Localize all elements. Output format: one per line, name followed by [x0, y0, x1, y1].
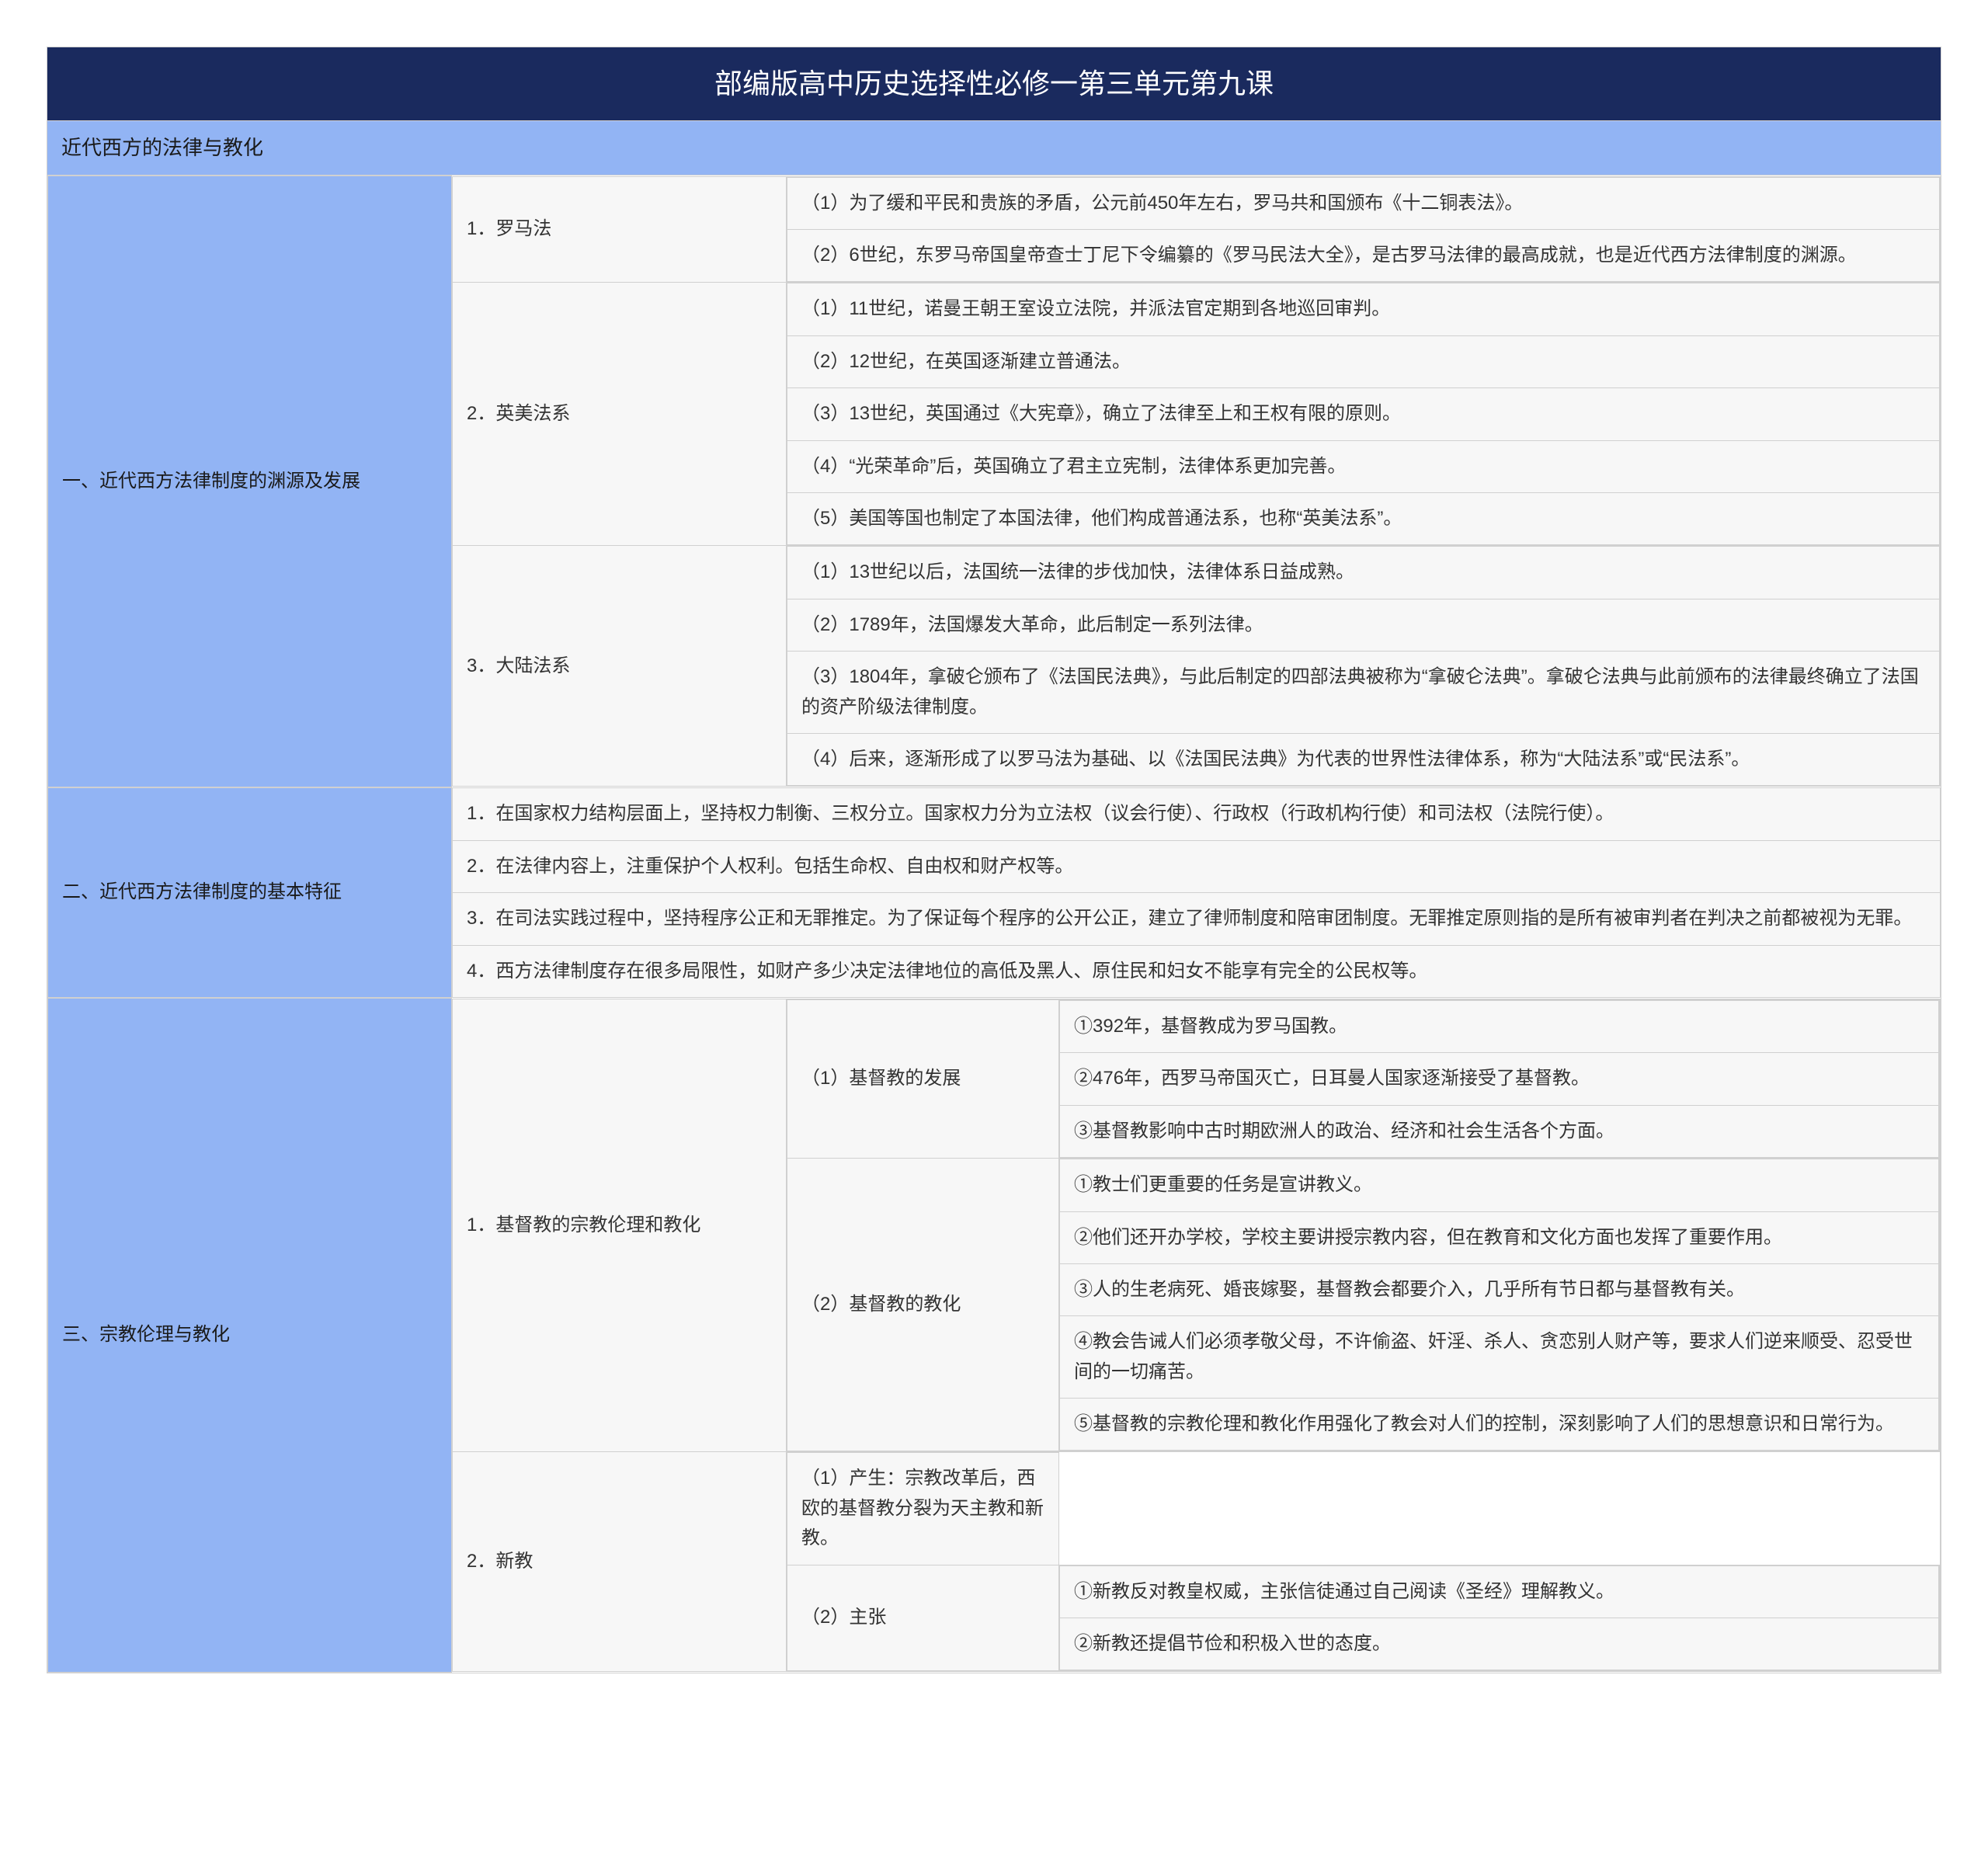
section-1-body: 1．罗马法 （1）为了缓和平民和贵族的矛盾，公元前450年左右，罗马共和国颁布《…: [452, 176, 1941, 787]
section-2: 二、近代西方法律制度的基本特征 1．在国家权力结构层面上，坚持权力制衡、三权分立…: [47, 787, 1941, 999]
leaf: （3）13世纪，英国通过《大宪章》，确立了法律至上和王权有限的原则。: [787, 388, 1940, 440]
leaf: （2）6世纪，东罗马帝国皇帝查士丁尼下令编纂的《罗马民法大全》，是古罗马法律的最…: [787, 230, 1940, 282]
s3-g2-label: 2．新教: [453, 1452, 787, 1672]
leaf: （1）为了缓和平民和贵族的矛盾，公元前450年左右，罗马共和国颁布《十二铜表法》…: [787, 177, 1940, 229]
leaf: 2．在法律内容上，注重保护个人权利。包括生命权、自由权和财产权等。: [453, 840, 1941, 892]
section-3: 三、宗教伦理与教化 1．基督教的宗教伦理和教化 （1）基督教的发展: [47, 998, 1941, 1672]
leaf: ③基督教影响中古时期欧洲人的政治、经济和社会生活各个方面。: [1060, 1105, 1939, 1157]
leaf: （1）11世纪，诺曼王朝王室设立法院，并派法官定期到各地巡回审判。: [787, 283, 1940, 335]
leaf: （2）12世纪，在英国逐渐建立普通法。: [787, 335, 1940, 387]
leaf: 3．在司法实践过程中，坚持程序公正和无罪推定。为了保证每个程序的公开公正，建立了…: [453, 893, 1941, 945]
section-3-heading: 三、宗教伦理与教化: [48, 999, 452, 1672]
leaf: ①教士们更重要的任务是宣讲教义。: [1060, 1159, 1939, 1211]
section-2-heading: 二、近代西方法律制度的基本特征: [48, 787, 452, 998]
leaf: ②新教还提倡节俭和积极入世的态度。: [1060, 1618, 1939, 1670]
section-1: 一、近代西方法律制度的渊源及发展 1．罗马法 （1）为了缓和平民和贵族的矛盾，公…: [47, 175, 1941, 787]
leaf: （5）美国等国也制定了本国法律，他们构成普通法系，也称“英美法系”。: [787, 493, 1940, 545]
section-1-heading: 一、近代西方法律制度的渊源及发展: [48, 176, 452, 787]
leaf: ②他们还开办学校，学校主要讲授宗教内容，但在教育和文化方面也发挥了重要作用。: [1060, 1211, 1939, 1263]
leaf: ①新教反对教皇权威，主张信徒通过自己阅读《圣经》理解教义。: [1060, 1565, 1939, 1618]
leaf: （2）1789年，法国爆发大革命，此后制定一系列法律。: [787, 599, 1940, 651]
page-title: 部编版高中历史选择性必修一第三单元第九课: [47, 47, 1941, 121]
s1-g1-label: 1．罗马法: [453, 176, 787, 283]
leaf: ①392年，基督教成为罗马国教。: [1060, 1000, 1939, 1052]
leaf: （3）1804年，拿破仑颁布了《法国民法典》，与此后制定的四部法典被称为“拿破仑…: [787, 652, 1940, 734]
leaf: （4）后来，逐渐形成了以罗马法为基础、以《法国民法典》为代表的世界性法律体系，称…: [787, 733, 1940, 785]
leaf: （1）产生：宗教改革后，西欧的基督教分裂为天主教和新教。: [787, 1453, 1059, 1565]
leaf: 1．在国家权力结构层面上，坚持权力制衡、三权分立。国家权力分为立法权（议会行使）…: [453, 788, 1941, 840]
s1-g2-label: 2．英美法系: [453, 283, 787, 546]
s3-g2-sub2-label: （2）主张: [787, 1565, 1059, 1671]
leaf: ⑤基督教的宗教伦理和教化作用强化了教会对人们的控制，深刻影响了人们的思想意识和日…: [1060, 1399, 1939, 1451]
s1-g3-label: 3．大陆法系: [453, 546, 787, 787]
page-subtitle: 近代西方的法律与教化: [47, 121, 1941, 176]
s3-g1-label: 1．基督教的宗教伦理和教化: [453, 999, 787, 1452]
leaf: ③人的生老病死、婚丧嫁娶，基督教会都要介入，几乎所有节日都与基督教有关。: [1060, 1263, 1939, 1315]
leaf: ④教会告诫人们必须孝敬父母，不许偷盗、奸淫、杀人、贪恋别人财产等，要求人们逆来顺…: [1060, 1316, 1939, 1399]
leaf: （1）13世纪以后，法国统一法律的步伐加快，法律体系日益成熟。: [787, 547, 1940, 599]
outline-table: 部编版高中历史选择性必修一第三单元第九课 近代西方的法律与教化 一、近代西方法律…: [47, 47, 1941, 1673]
leaf: ②476年，西罗马帝国灭亡，日耳曼人国家逐渐接受了基督教。: [1060, 1053, 1939, 1105]
leaf: （4）“光荣革命”后，英国确立了君主立宪制，法律体系更加完善。: [787, 440, 1940, 492]
s3-g1-sub1-label: （1）基督教的发展: [787, 999, 1059, 1158]
leaf: 4．西方法律制度存在很多局限性，如财产多少决定法律地位的高低及黑人、原住民和妇女…: [453, 945, 1941, 997]
s3-g1-sub2-label: （2）基督教的教化: [787, 1159, 1059, 1451]
